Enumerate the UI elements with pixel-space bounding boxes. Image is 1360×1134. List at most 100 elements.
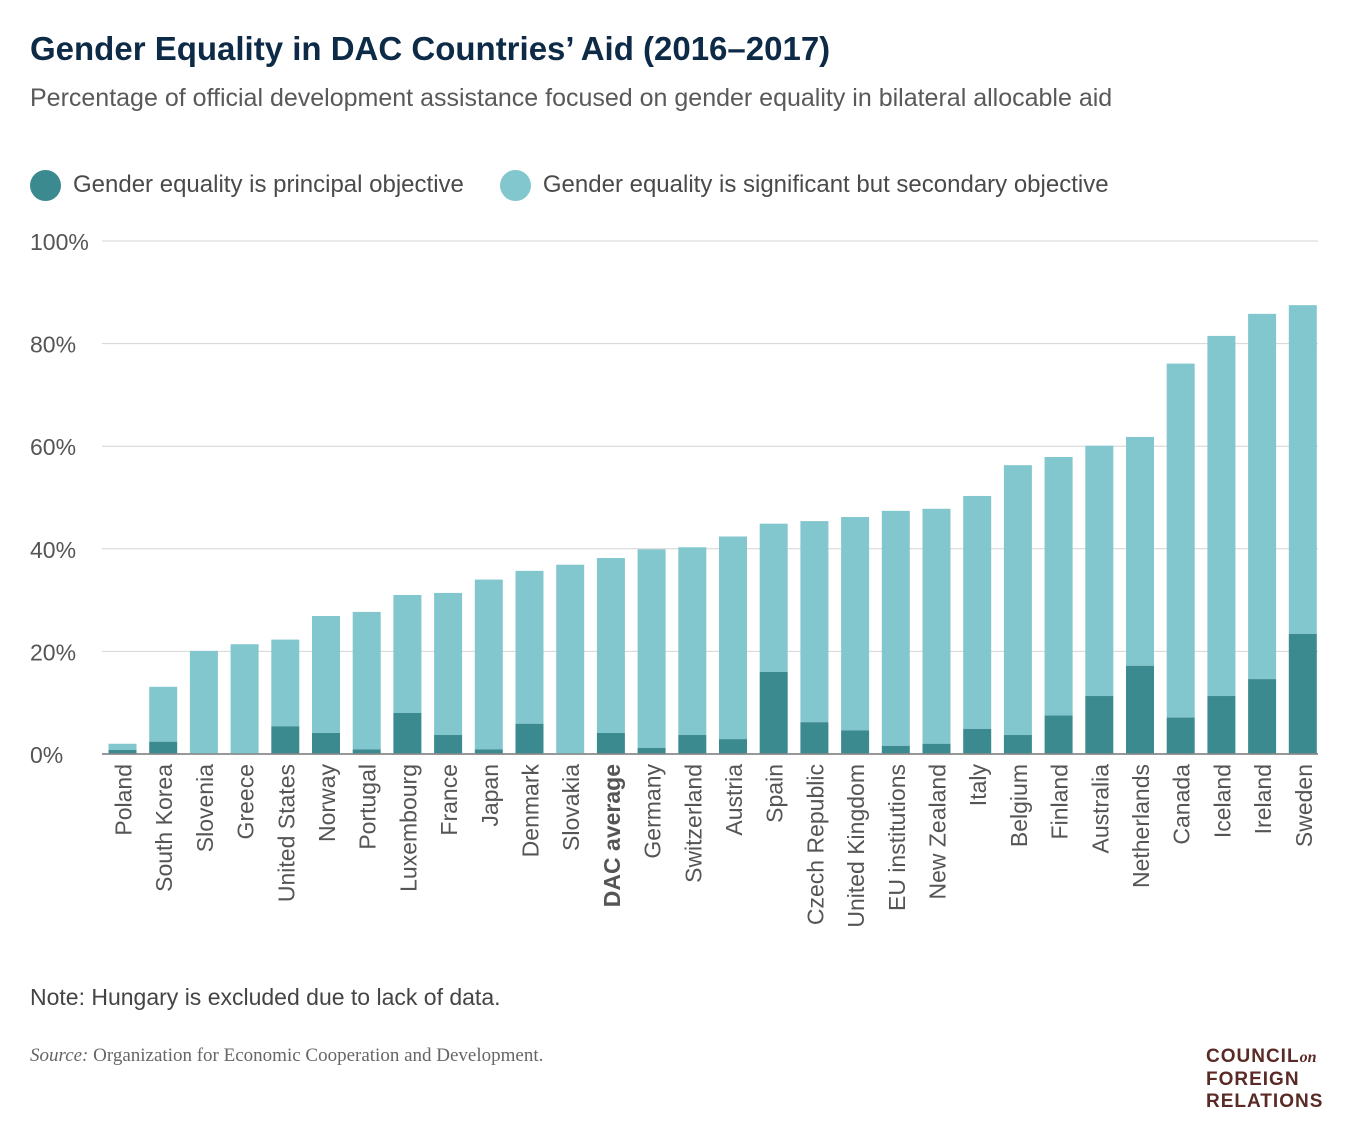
chart-subtitle: Percentage of official development assis… — [30, 84, 1113, 112]
bar-secondary — [719, 536, 747, 740]
bar-principal — [922, 743, 951, 754]
bar-principal — [393, 712, 422, 754]
y-tick-label: 80% — [30, 332, 76, 358]
bar-principal — [963, 728, 992, 754]
bar-principal — [1207, 696, 1236, 754]
bar-principal — [352, 749, 381, 754]
x-tick-label: Finland — [1047, 764, 1073, 839]
y-tick-label: 60% — [30, 434, 76, 460]
x-tick-label: Iceland — [1209, 764, 1235, 838]
x-tick-label: South Korea — [151, 764, 177, 892]
x-tick-label: Spain — [762, 764, 788, 823]
bar-secondary — [1085, 445, 1114, 697]
bar-principal — [1166, 717, 1195, 754]
bar-principal — [271, 726, 300, 754]
bar-secondary — [474, 579, 503, 750]
bar-secondary — [189, 650, 218, 754]
bar-secondary — [312, 616, 340, 733]
x-tick-label: Slovakia — [558, 764, 584, 851]
bar-principal — [515, 723, 544, 754]
x-tick-label: Switzerland — [680, 764, 706, 883]
x-tick-label: Austria — [721, 764, 747, 836]
bar-secondary — [271, 639, 300, 727]
bar-secondary — [800, 521, 829, 723]
bar-secondary — [1126, 436, 1154, 666]
x-tick-label: Belgium — [1006, 764, 1032, 847]
bar-principal — [1044, 715, 1073, 754]
bar-principal — [719, 739, 747, 754]
bar-secondary — [1044, 456, 1073, 716]
bar-principal — [1248, 679, 1277, 754]
bar-secondary — [1207, 335, 1236, 697]
bar-secondary — [1288, 305, 1317, 634]
x-tick-label: Australia — [1087, 764, 1113, 854]
bar-secondary — [352, 611, 381, 750]
x-tick-label: New Zealand — [925, 764, 951, 900]
y-tick-label: 0% — [30, 742, 63, 768]
x-tick-label: Germany — [640, 764, 666, 859]
bar-principal — [841, 730, 870, 754]
y-tick-label: 40% — [30, 537, 76, 563]
bar-principal — [759, 671, 788, 754]
x-tick-label: EU institutions — [884, 764, 910, 911]
bar-secondary — [434, 592, 463, 736]
y-tick-label: 100% — [30, 229, 89, 255]
logo-line-foreign: FOREIGN — [1206, 1069, 1300, 1090]
legend-swatch-principal — [30, 169, 61, 201]
bar-principal — [474, 749, 503, 754]
legend-label-secondary: Gender equality is significant but secon… — [542, 171, 1109, 198]
bar-secondary — [1248, 313, 1277, 680]
bar-principal — [1085, 696, 1114, 754]
x-tick-label: Luxembourg — [395, 764, 421, 892]
x-tick-label: Greece — [233, 764, 259, 839]
logo-line-relations: RELATIONS — [1206, 1091, 1324, 1112]
chart-note: Note: Hungary is excluded due to lack of… — [30, 984, 501, 1010]
bar-secondary — [1166, 363, 1195, 718]
source-text: Organization for Economic Cooperation an… — [88, 1045, 544, 1066]
bar-secondary — [841, 516, 870, 731]
legend-item-principal: Gender equality is principal objective — [30, 169, 464, 201]
x-tick-label: DAC average — [599, 764, 625, 907]
bar-secondary — [108, 743, 137, 750]
logo-on: on — [1299, 1049, 1317, 1066]
chart-source: Source: Organization for Economic Cooper… — [30, 1045, 543, 1067]
bar-secondary — [515, 570, 544, 724]
bar-principal — [312, 732, 340, 754]
x-tick-label: Italy — [965, 764, 991, 807]
bar-secondary — [922, 508, 951, 744]
legend-label-principal: Gender equality is principal objective — [73, 171, 464, 198]
x-tick-label: Portugal — [355, 764, 381, 850]
bar-secondary — [678, 547, 707, 736]
bar-secondary — [963, 495, 992, 729]
logo-line-council: COUNCIL — [1206, 1046, 1300, 1067]
bar-principal — [1126, 665, 1154, 754]
bar-secondary — [149, 686, 178, 742]
bar-principal — [434, 735, 463, 754]
legend-item-secondary: Gender equality is significant but secon… — [499, 169, 1109, 201]
bar-secondary — [393, 594, 422, 713]
bar-secondary — [881, 510, 910, 746]
chart-title: Gender Equality in DAC Countries’ Aid (2… — [30, 30, 831, 67]
source-label: Source: — [30, 1045, 89, 1066]
x-tick-label: Poland — [111, 764, 137, 836]
stacked-bar-chart: 0% 20% 40% 60% 80% 100% Poland South Korea Slove… — [30, 229, 1318, 928]
bar-principal — [149, 741, 178, 754]
x-tick-label: Japan — [477, 764, 503, 827]
x-tick-label: Czech Republic — [802, 764, 828, 925]
x-tick-label: Norway — [314, 764, 340, 842]
bar-secondary — [596, 558, 625, 733]
x-tick-label: Canada — [1169, 764, 1195, 845]
bar-secondary — [759, 523, 788, 672]
x-tick-label: Netherlands — [1128, 764, 1154, 888]
bar-principal — [881, 745, 910, 754]
bar-secondary — [1003, 465, 1032, 736]
bar-principal — [1003, 735, 1032, 754]
x-tick-label: Slovenia — [192, 764, 218, 852]
x-tick-label: Sweden — [1291, 764, 1317, 847]
x-tick-label: United States — [273, 764, 299, 902]
legend-swatch-secondary — [499, 169, 531, 201]
bar-principal — [596, 732, 625, 754]
bar-principal — [1288, 633, 1317, 754]
x-tick-label: France — [436, 764, 462, 836]
cfr-logo: COUNCILon FOREIGN RELATIONS — [1206, 1046, 1323, 1113]
